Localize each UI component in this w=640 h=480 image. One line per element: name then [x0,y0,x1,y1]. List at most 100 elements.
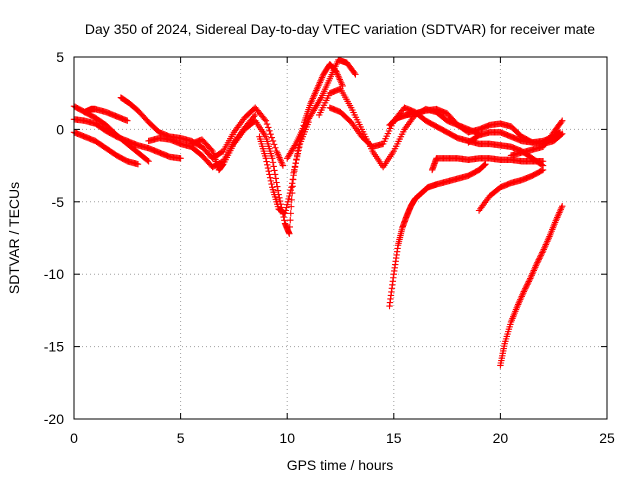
data-point [288,196,295,204]
data-point [276,197,284,205]
data-point [283,204,290,211]
data-point [286,223,294,231]
data-point [351,69,358,77]
data-point [480,162,488,169]
data-point [287,216,294,224]
data-point [288,203,295,210]
data-point [271,167,278,174]
data-point [279,162,287,169]
data-series-layer [70,56,566,369]
data-point [538,167,546,174]
data-point [289,176,297,183]
data-series-track-18 [507,117,566,159]
data-point [284,201,291,208]
data-point [294,147,302,155]
data-point [291,164,299,171]
data-point [285,195,292,203]
data-point [292,159,299,167]
data-point [284,198,292,205]
grid-lines [74,57,607,419]
data-point [534,257,542,265]
data-point [282,207,289,214]
data-point [265,124,272,131]
data-point [177,155,184,162]
data-point [533,260,540,268]
data-point [522,285,529,292]
data-series-track-4 [81,105,131,124]
data-point [269,137,277,145]
data-point [352,71,359,78]
data-series-track-17 [497,202,566,369]
data-point [124,117,131,124]
data-point [536,253,544,261]
data-point [523,282,530,289]
data-point [536,255,543,262]
data-point [263,120,271,128]
data-point [288,184,295,191]
axis-ticks: 0 5 10 15 20 25 -20 -15 -10 -5 0 5 [44,49,615,446]
data-point [267,177,275,185]
x-tick-label: 0 [70,430,78,446]
data-point [281,210,289,217]
x-tick-label: 20 [493,430,509,446]
data-point [538,250,545,258]
data-point [274,187,282,194]
data-point [144,157,151,164]
data-point [266,174,274,181]
x-tick-label: 15 [386,430,402,446]
data-point [134,160,142,168]
data-point [281,217,288,224]
data-point [266,127,273,135]
data-point [520,288,528,295]
plot-frame [73,56,608,420]
data-point [521,286,528,294]
data-point [268,180,275,188]
data-point [264,164,272,172]
data-point [539,249,546,256]
y-tick-label: -10 [44,266,64,282]
data-point [274,183,281,190]
data-point [261,116,268,123]
data-point [265,168,272,175]
data-point [276,194,283,201]
data-point [539,166,547,174]
data-point [290,172,297,179]
data-series-track-7 [188,117,312,237]
x-tick-label: 5 [177,430,185,446]
data-point [268,134,276,141]
data-series-track-9 [284,56,359,162]
data-series-track-13 [386,160,489,310]
data-point [269,155,276,162]
data-point [535,256,542,263]
data-point [522,284,530,291]
data-point [272,175,280,182]
data-point [208,146,215,154]
data-point [295,144,302,152]
y-tick-label: 5 [56,49,64,65]
data-point [263,158,270,165]
data-point [270,163,277,170]
data-point [286,189,294,197]
data-point [286,230,293,237]
data-point [270,141,278,148]
data-point [482,160,489,168]
data-point [286,192,293,200]
data-point [524,279,532,287]
y-tick-label: -20 [44,411,64,427]
y-tick-label: 0 [56,121,64,137]
data-point [266,171,273,178]
data-point [287,210,294,217]
data-point [291,168,298,175]
data-point [559,202,566,210]
data-point [293,155,300,163]
data-point [559,117,566,124]
data-point [287,187,294,194]
x-axis-label: GPS time / hours [287,457,394,473]
data-series-track-3 [70,129,142,168]
data-point [293,151,301,159]
data-point [262,155,270,162]
x-tick-label: 10 [279,430,295,446]
data-point [273,179,280,186]
data-point [524,281,531,288]
data-point [252,111,259,119]
